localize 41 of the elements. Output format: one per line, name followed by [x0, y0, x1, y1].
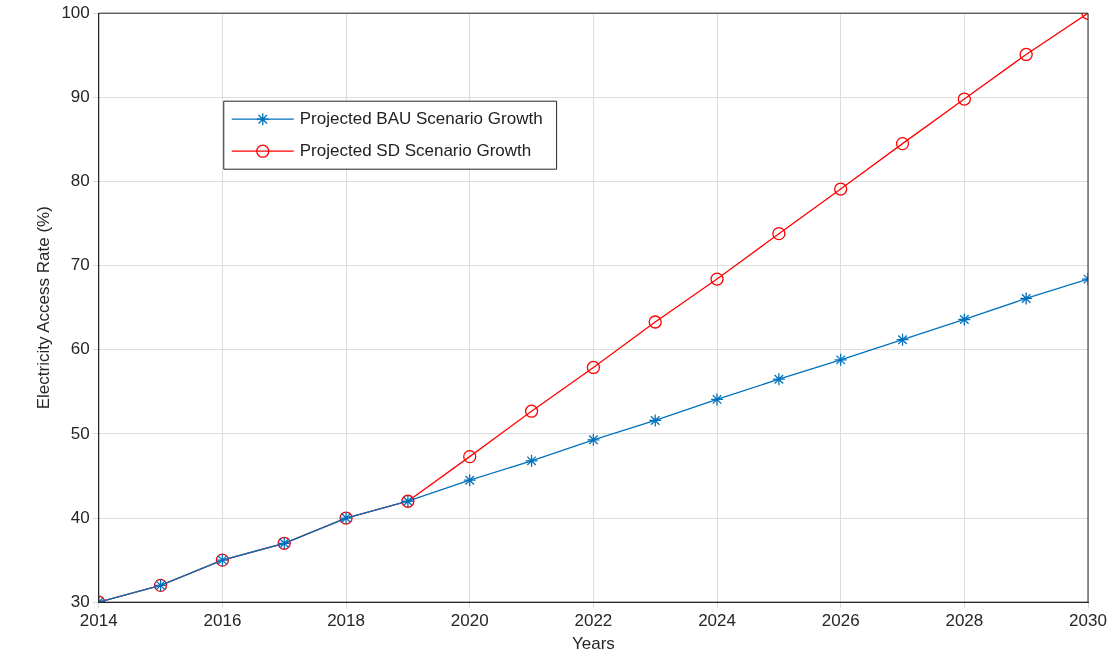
y-tick-label: 60 — [70, 339, 90, 359]
point — [895, 333, 910, 347]
x-tick-label: 2020 — [450, 611, 489, 631]
x-axis-title: Years — [571, 634, 615, 654]
point — [834, 353, 848, 367]
point — [1019, 291, 1033, 306]
point — [463, 473, 477, 487]
x-tick-label: 2014 — [79, 611, 118, 631]
y-tick-label: 80 — [70, 171, 90, 191]
y-tick-label: 70 — [70, 255, 90, 275]
point — [524, 454, 539, 468]
y-tick-label: 40 — [70, 507, 90, 527]
y-tick-label: 90 — [70, 87, 90, 107]
x-tick-label: 2016 — [203, 611, 242, 631]
x-tick-label: 2024 — [698, 611, 736, 631]
x-tick-label: 2028 — [945, 611, 984, 631]
point — [834, 182, 848, 196]
x-tick-label: 2018 — [327, 611, 365, 631]
point — [895, 136, 910, 151]
y-tick-label: 30 — [70, 591, 90, 611]
y-tick-label: 100 — [61, 2, 90, 22]
y-axis-title: Electricity Access Rate (%) — [33, 206, 53, 410]
point — [957, 92, 971, 106]
point — [772, 372, 786, 386]
point — [710, 392, 724, 407]
x-tick-label: 2030 — [1069, 611, 1107, 631]
point — [524, 404, 539, 418]
point — [1019, 47, 1033, 62]
x-tick-label: 2022 — [574, 611, 613, 631]
point — [648, 315, 662, 329]
point — [586, 433, 601, 447]
point — [463, 449, 477, 464]
legend-label: Projected BAU Scenario Growth — [299, 108, 543, 128]
point — [648, 413, 662, 428]
x-tick-label: 2026 — [821, 611, 860, 631]
point — [710, 272, 724, 286]
y-tick-label: 50 — [70, 423, 90, 443]
point — [772, 227, 786, 241]
point — [957, 312, 971, 327]
legend-label: Projected SD Scenario Growth — [299, 140, 532, 160]
point — [586, 360, 601, 375]
